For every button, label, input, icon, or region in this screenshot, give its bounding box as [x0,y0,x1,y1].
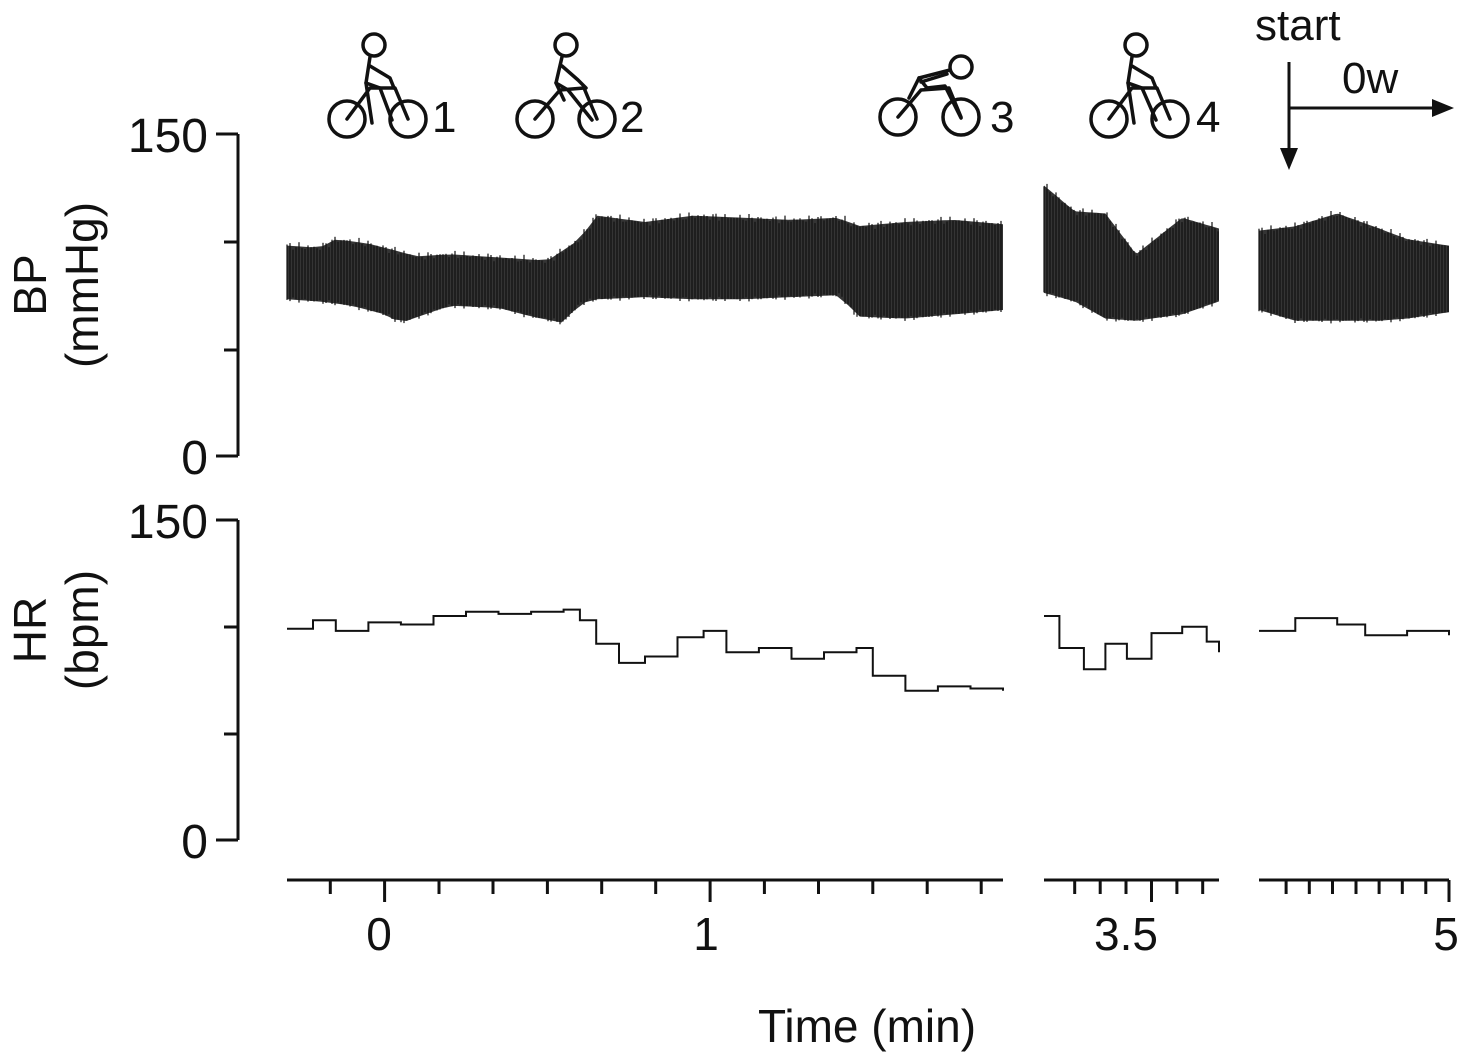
start-label: start [1255,1,1341,50]
x-tick-label-1: 1 [693,908,719,960]
x-tick-label-0: 0 [366,908,392,960]
hr-panel: HR (bpm) 150 0 [4,496,1450,869]
cyclist-marker-label: 1 [432,93,456,142]
hr-tick-label-150: 150 [128,496,208,549]
bp-tick-label-150: 150 [128,110,208,163]
start-arrow-head [1280,148,1298,170]
x-tick-label-5: 5 [1433,908,1459,960]
x-axis-segments [287,878,1451,902]
cyclist-marker-3: 3 [878,54,1014,142]
workload-label: 0w [1342,54,1398,103]
bp-tick-label-0: 0 [181,432,208,485]
hr-trace-segment-2 [1044,615,1220,671]
hr-y-axis: 150 0 [128,496,240,869]
cyclist-upright-icon [327,32,428,139]
cyclist-marker-2: 2 [515,32,644,142]
cyclist-upright-icon [515,32,617,139]
bp-y-axis: 150 0 [128,110,240,485]
hr-ylabel: HR [4,597,56,663]
cyclist-marker-label: 4 [1196,93,1220,142]
start-annotation: start 0w [1255,1,1454,170]
hr-trace-segment-3 [1259,617,1450,637]
x-tick-label-3-5: 3.5 [1094,908,1158,960]
cyclist-marker-label: 3 [990,93,1014,142]
cyclist-crouched-icon [878,54,981,137]
cyclist-upright-icon [1089,32,1190,139]
hr-yunit: (bpm) [56,570,108,690]
x-axis: 0 1 3.5 5 Time (min) [287,878,1459,1052]
bp-panel: BP (mmHg) 150 0 [4,110,1449,485]
cyclist-marker-label: 2 [620,93,644,142]
cyclist-marker-1: 1 [327,32,456,142]
hr-trace-segment-1 [287,608,1004,692]
bp-plot-area [286,183,1449,325]
bp-ylabel: BP [4,254,56,315]
hr-tick-label-0: 0 [181,816,208,869]
bp-yunit: (mmHg) [56,202,108,368]
x-axis-label: Time (min) [758,1000,976,1052]
cyclist-marker-4: 4 [1089,32,1220,142]
workload-arrow-head [1432,99,1454,117]
hr-plot-area [287,608,1450,692]
